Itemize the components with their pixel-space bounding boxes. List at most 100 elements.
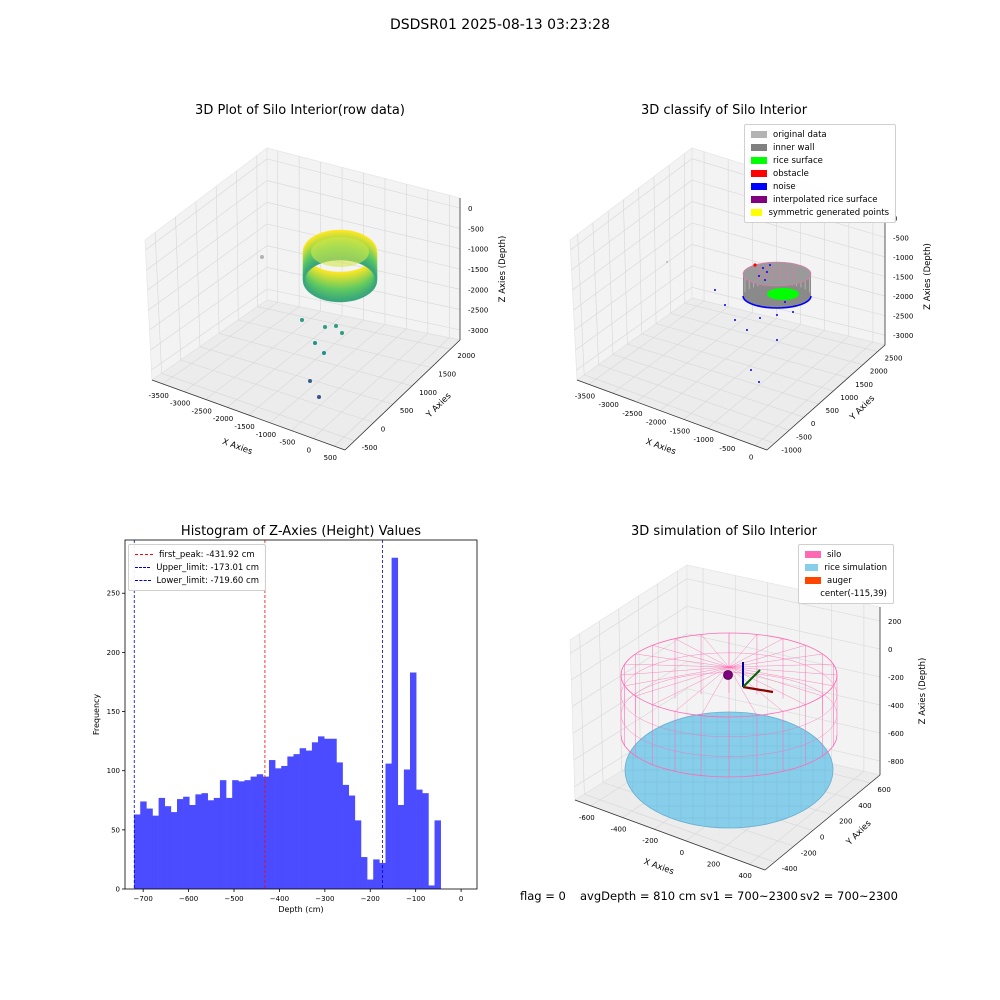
z-grid-line	[570, 158, 693, 251]
histogram-bar	[434, 820, 441, 889]
obstacle-swatch	[751, 170, 767, 177]
x-grid-line	[312, 333, 429, 439]
x-axis-label: X Axies	[642, 857, 675, 877]
y-axis-line	[344, 339, 461, 451]
z-tick-label: -1000	[893, 254, 913, 262]
histogram-bar	[367, 879, 374, 889]
histogram-bar	[324, 738, 331, 889]
z-grid-line	[570, 578, 688, 654]
y-grid-line	[641, 333, 834, 392]
legend-label: inner wall	[773, 142, 815, 153]
z-grid-line	[571, 633, 688, 707]
histogram-bar	[287, 756, 294, 889]
legend-label: silo	[827, 549, 842, 560]
interpolated-swatch	[751, 196, 767, 203]
z-tick-label: -1500	[893, 274, 913, 282]
legend-label: center(-115,39)	[820, 588, 887, 599]
z-tick-label: 0	[888, 646, 892, 654]
raw-ring-top	[311, 237, 369, 267]
y-tick-label: -500	[362, 444, 378, 452]
panel1-3d-raw-plot: -3500-3000-2500-2000-1500-1000-5000500-5…	[144, 147, 508, 462]
interpolated-point	[764, 266, 768, 270]
legend-label: rice simulation	[824, 562, 887, 573]
x-tick-label: -2000	[213, 415, 233, 423]
silo-roof-wire	[652, 645, 730, 668]
z-tick-label: -800	[888, 758, 904, 766]
histogram-bar	[311, 742, 319, 889]
noise-point	[750, 369, 752, 371]
y-grid-line	[612, 354, 804, 418]
z-grid-line	[150, 267, 268, 351]
histogram-bar	[385, 763, 392, 889]
z-grid-line	[686, 688, 881, 734]
y-grid-line	[238, 319, 432, 368]
legend-label: Lower_limit: -719.60 cm	[156, 575, 259, 586]
y-grid-line	[161, 373, 355, 442]
x-tick-label: -3500	[575, 392, 595, 400]
status-flag: flag = 0	[520, 889, 566, 903]
x-tick-label: -3000	[170, 400, 190, 408]
legend-label: obstacle	[773, 168, 809, 179]
histogram-bar	[330, 738, 337, 889]
histogram-bar	[391, 557, 399, 889]
histogram-bar	[318, 736, 325, 889]
x-tick-label: −300	[315, 895, 334, 903]
y-tick-label: 400	[858, 802, 871, 810]
panel2-legend: original data inner wall rice surface ob…	[744, 124, 896, 223]
y-grid-line	[657, 583, 660, 748]
x-tick-label: -600	[579, 814, 595, 822]
z-tick-label: -2500	[468, 307, 488, 315]
y-tick-label: 1500	[438, 371, 456, 379]
x-tick-label: -200	[642, 837, 658, 845]
noise-point	[759, 317, 761, 319]
z-tick-label: -2500	[893, 313, 913, 321]
histogram-bar	[183, 796, 190, 889]
x-grid-line	[269, 324, 386, 424]
z-grid-line	[686, 660, 881, 706]
histogram-bar	[207, 800, 215, 889]
silo-roof-wire	[728, 666, 806, 705]
y-tick-label: 1000	[840, 394, 858, 402]
y-tick-label: 200	[839, 818, 852, 826]
panel4-legend: silo rice simulation auger center(-115,3…	[798, 544, 894, 604]
z-grid-line	[572, 660, 688, 734]
y-axis-line	[764, 774, 881, 871]
histogram-bar	[336, 762, 343, 889]
legend-label: auger	[827, 575, 852, 586]
x-tick-label: 500	[324, 454, 337, 462]
silo-roof-wire	[728, 666, 823, 697]
interpolated-point	[778, 271, 782, 275]
x-axis-line	[576, 379, 768, 451]
rice-surface-swatch	[751, 157, 767, 164]
histogram-bar	[416, 789, 423, 889]
z-tick-label: -1000	[468, 246, 488, 254]
silo-roof-wire	[728, 666, 758, 716]
silo-roof-wire	[635, 666, 730, 697]
z-grid-line	[148, 223, 268, 311]
x-tick-label: -500	[279, 439, 295, 447]
x-tick-label: −500	[224, 895, 243, 903]
y-axis-label: Frequency	[92, 694, 101, 736]
silo-roof-wire	[728, 634, 758, 668]
x-tick-label: 200	[707, 861, 720, 869]
panel3-histogram: −700 −600 −500 −400 −300 −200 −100 0 0 50 100 150 20…	[92, 539, 478, 914]
original-point	[666, 261, 668, 263]
histogram-bar	[281, 765, 288, 889]
histogram-bar	[226, 797, 233, 889]
silo-ring	[620, 652, 838, 738]
x-grid-line	[334, 337, 450, 447]
z-tick-label: -500	[893, 234, 909, 242]
z-grid-line	[691, 222, 886, 277]
histogram-bar	[195, 794, 202, 889]
histogram-bar	[360, 857, 368, 889]
z-tick-label: -2000	[893, 293, 913, 301]
legend-label: first_peak: -431.92 cm	[159, 549, 255, 560]
noise-point	[734, 319, 736, 321]
x-tick-label: -2500	[622, 410, 642, 418]
legend-label: interpolated rice surface	[773, 194, 878, 205]
legend-item-first-peak: first_peak: -431.92 cm	[135, 548, 259, 561]
noise-point	[746, 329, 748, 331]
x-grid-line	[754, 341, 874, 446]
inner-wall-swatch	[751, 144, 767, 151]
histogram-bar	[238, 781, 245, 889]
